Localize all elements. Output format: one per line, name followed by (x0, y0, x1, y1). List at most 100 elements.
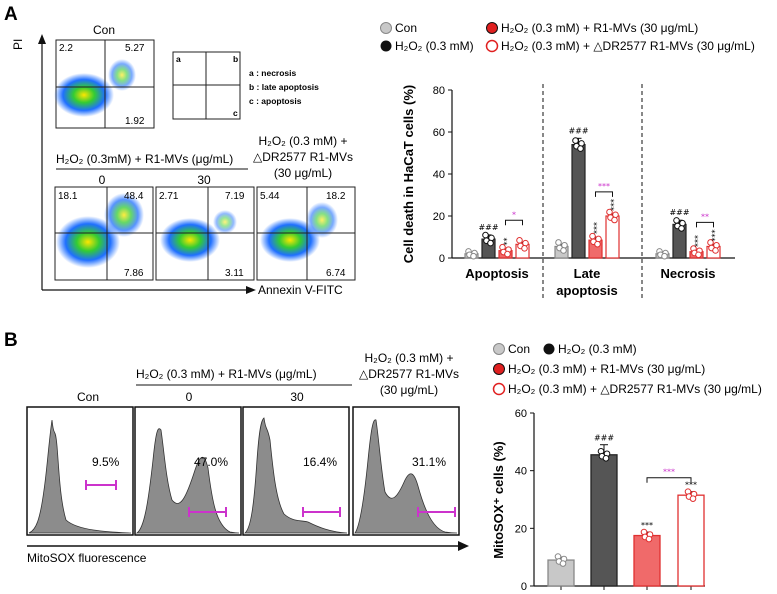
key-b: b (233, 54, 238, 64)
plotdr-lr-value: 6.74 (326, 268, 346, 279)
chart-a-sig-1-2: *** (593, 222, 602, 234)
con-ur-value: 5.27 (125, 43, 145, 54)
chart-b-pt-3-dot-3 (689, 495, 697, 502)
chart-a-ytick-label-0: 0 (439, 253, 445, 265)
a-dr-header-1: H₂O₂ (0.3 mM) + (259, 134, 348, 148)
legend-b-r1-swatch (493, 363, 505, 375)
chart-a-pt-1-2-dot-3 (594, 240, 601, 248)
chart-b-bar-3 (677, 494, 705, 587)
legend-a-dr: H₂O₂ (0.3 mM) + △DR2577 R1-MVs (30 μg/mL… (501, 39, 755, 53)
legend-a-r1-swatch (486, 22, 498, 34)
chart-a-ytick-label-3: 60 (433, 127, 445, 139)
chart-a-category-2-0: Necrosis (661, 266, 716, 281)
plot30-ul-value: 2.71 (159, 191, 179, 202)
chart-a-pt-2-1-dot-0 (673, 217, 680, 224)
legend-a-con: Con (395, 21, 417, 35)
b-dose0: 0 (186, 390, 193, 404)
chart-b-ytick-label-0: 0 (521, 581, 527, 593)
b-group-header: H₂O₂ (0.3 mM) + R1-MVs (μg/mL) (136, 367, 317, 381)
chart-a-sig-2-2: *** (694, 235, 703, 247)
chart-b-bracket-label: *** (663, 468, 675, 477)
chart-a-bracket-label-0: * (512, 210, 516, 219)
legend-b-dr-swatch (492, 382, 506, 396)
chart-a-pt-2-2-dot-3 (695, 251, 702, 259)
chart-b-bar-1 (590, 454, 618, 587)
chart-a-category-0-0: Apoptosis (465, 266, 529, 281)
pi-axis-label: PI (11, 39, 25, 50)
chart-a-bracket-1 (595, 191, 613, 197)
quadrant-key (172, 51, 241, 120)
histogram-0 (134, 406, 242, 536)
key-legend-c: c : apoptosis (249, 96, 302, 106)
chart-a-sig-2-1: ### (669, 208, 689, 217)
chart-a-pt-0-1-dot-3 (487, 239, 494, 247)
chart-a-pt-2-0-dot-3 (661, 252, 668, 260)
chart-b-ytick-label-1: 20 (515, 523, 527, 535)
chart-a: 0 20 40 60 80 Cell death in HaCaT cells (%) Ap… (401, 84, 735, 298)
chart-a-category-1-1: apoptosis (556, 283, 617, 298)
chart-b-bracket (646, 477, 692, 483)
legend-b-h2o2: H₂O₂ (0.3 mM) (558, 342, 637, 356)
chart-a-sig-1-3: *** (610, 199, 619, 211)
chart-a-pt-1-1-dot-0 (572, 137, 579, 144)
a-dr-header-2: △DR2577 R1-MVs (253, 150, 353, 164)
plotdr-ur-value: 18.2 (326, 191, 346, 202)
chart-a-pt-1-0-dot-3 (560, 247, 567, 254)
b-dr-header-2: △DR2577 R1-MVs (359, 367, 459, 381)
b-dr-header-1: H₂O₂ (0.3 mM) + (365, 351, 454, 365)
chart-a-pt-0-3-dot-0 (516, 237, 523, 244)
chart-b-sig-2: *** (641, 521, 653, 530)
chart-b-sig-1: ### (594, 434, 614, 443)
plot0-ur-value: 48.4 (124, 191, 144, 202)
legend-a-dr-swatch (485, 39, 499, 53)
chart-a-pt-1-0-dot-0 (555, 239, 562, 246)
chart-a-pt-0-0-dot-3 (470, 252, 477, 260)
plot30-lr-value: 3.11 (225, 268, 244, 279)
con-dotplot (54, 39, 155, 129)
chart-b-pt-2-dot-3 (645, 535, 653, 543)
b-pct-dr: 31.1% (412, 455, 446, 469)
histogram-con (26, 406, 134, 536)
chart-a-ytick-label-2: 40 (433, 169, 445, 181)
legend-b-con: Con (508, 342, 530, 356)
chart-b: 0 20 40 60 MitoSOX⁺ cells (%) ### *** *** *** (491, 408, 705, 593)
chart-b-ytick-label-2: 40 (515, 466, 527, 478)
a-group-header: H₂O₂ (0.3mM) + R1-MVs (μg/mL) (56, 152, 233, 166)
plot30-ur-value: 7.19 (225, 191, 245, 202)
chart-b-pt-0-dot-3 (559, 560, 567, 567)
pi-axis-arrow (38, 34, 46, 290)
panel-b-letter: B (4, 330, 18, 351)
chart-a-pt-1-1-dot-3 (577, 145, 584, 152)
histogram-dr (352, 406, 460, 536)
chart-b-bar-2 (633, 534, 661, 587)
annexin-axis-label: Annexin V-FITC (258, 283, 343, 297)
b-dr-header-3: (30 μg/mL) (380, 383, 438, 397)
mitosox-axis-arrow (27, 541, 469, 551)
chart-a-sig-1-1: ### (568, 126, 588, 135)
dotplot-dr (256, 186, 356, 281)
b-pct-30: 16.4% (303, 455, 337, 469)
chart-b-ytick-label-3: 60 (515, 408, 527, 420)
chart-a-sig-2-3: *** (711, 229, 720, 241)
key-a: a (176, 54, 181, 64)
chart-a-ytick-label-1: 20 (433, 211, 445, 223)
chart-a-bracket-label-1: *** (598, 182, 610, 191)
b-pct-con: 9.5% (92, 455, 120, 469)
plot0-ul-value: 18.1 (58, 191, 78, 202)
chart-b-sig-3: *** (685, 481, 697, 490)
con-ul-value: 2.2 (59, 43, 73, 54)
legend-a-h2o2-swatch (380, 40, 392, 52)
b-pct-0: 47.0% (194, 455, 228, 469)
a-dr-header-3: (30 μg/mL) (274, 166, 332, 180)
legend-a (380, 22, 499, 53)
legend-b (492, 343, 555, 396)
dotplot-0 (54, 186, 154, 281)
chart-a-category-1-0: Late (574, 266, 601, 281)
chart-a-bracket-0 (505, 219, 523, 226)
chart-a-ytick-label-4: 80 (433, 85, 445, 97)
key-legend-b: b : late apoptosis (249, 82, 319, 92)
chart-b-pt-1-dot-3 (602, 455, 610, 462)
histogram-30 (242, 406, 350, 536)
chart-a-pt-0-3-dot-3 (521, 245, 528, 252)
key-legend-a: a : necrosis (249, 68, 297, 78)
